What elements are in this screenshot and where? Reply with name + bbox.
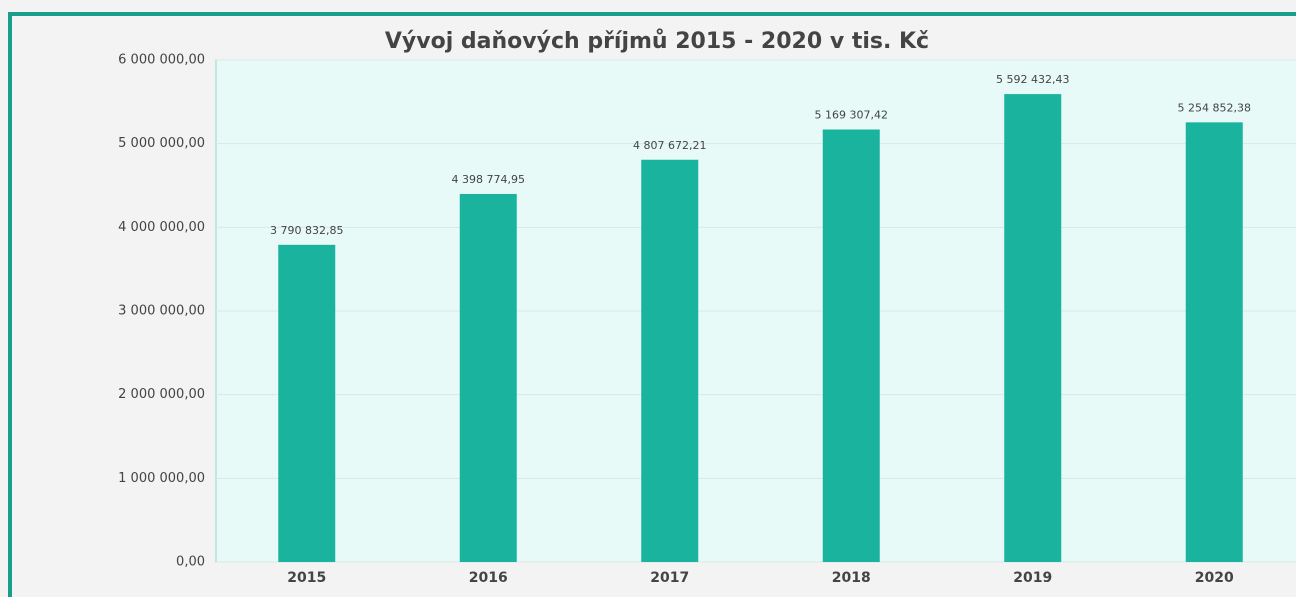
y-tick-label: 5 000 000,00: [118, 136, 205, 151]
bar: [822, 129, 880, 562]
value-label: 5 254 852,38: [1178, 101, 1251, 114]
value-label: 5 169 307,42: [815, 109, 888, 122]
chart-title: Vývoj daňových příjmů 2015 - 2020 v tis.…: [385, 29, 929, 54]
y-tick-label: 0,00: [176, 555, 205, 570]
value-label: 3 790 832,85: [270, 224, 343, 237]
x-tick-label: 2018: [832, 570, 871, 586]
x-tick-label: 2016: [469, 570, 508, 586]
bar: [459, 193, 517, 562]
bar: [1185, 122, 1243, 562]
bar: [278, 244, 336, 562]
value-label: 4 398 774,95: [452, 173, 525, 186]
y-tick-label: 4 000 000,00: [118, 220, 205, 235]
bar: [1004, 94, 1062, 562]
y-tick-label: 3 000 000,00: [118, 304, 205, 319]
bar: [641, 159, 699, 562]
value-label: 5 592 432,43: [996, 73, 1069, 86]
x-tick-label: 2017: [650, 570, 689, 586]
y-tick-label: 2 000 000,00: [118, 387, 205, 402]
x-tick-label: 2020: [1195, 570, 1234, 586]
x-tick-label: 2019: [1013, 570, 1052, 586]
y-tick-label: 1 000 000,00: [118, 471, 205, 486]
y-tick-label: 6 000 000,00: [118, 53, 205, 68]
value-label: 4 807 672,21: [633, 139, 706, 152]
x-tick-label: 2015: [287, 570, 326, 586]
